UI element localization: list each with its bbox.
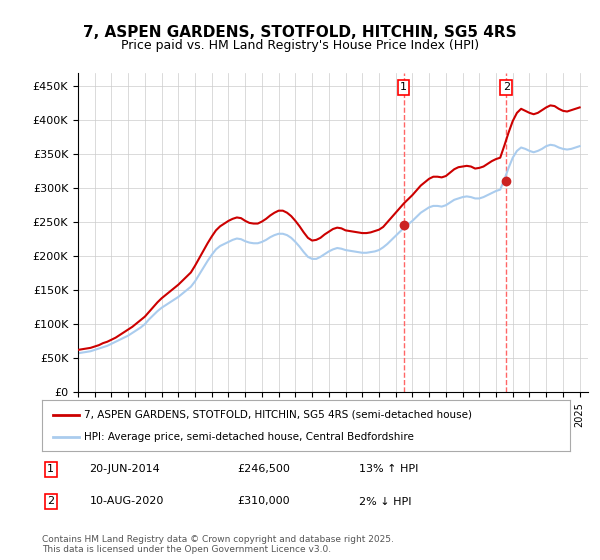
- Text: 2: 2: [503, 82, 510, 92]
- Text: 1: 1: [400, 82, 407, 92]
- Text: HPI: Average price, semi-detached house, Central Bedfordshire: HPI: Average price, semi-detached house,…: [84, 432, 414, 442]
- Text: Price paid vs. HM Land Registry's House Price Index (HPI): Price paid vs. HM Land Registry's House …: [121, 39, 479, 52]
- Text: 2: 2: [47, 497, 55, 506]
- Text: 1: 1: [47, 464, 54, 474]
- Text: £310,000: £310,000: [238, 497, 290, 506]
- Text: 7, ASPEN GARDENS, STOTFOLD, HITCHIN, SG5 4RS: 7, ASPEN GARDENS, STOTFOLD, HITCHIN, SG5…: [83, 25, 517, 40]
- Text: Contains HM Land Registry data © Crown copyright and database right 2025.
This d: Contains HM Land Registry data © Crown c…: [42, 535, 394, 554]
- Text: 2% ↓ HPI: 2% ↓ HPI: [359, 497, 412, 506]
- Text: 10-AUG-2020: 10-AUG-2020: [89, 497, 164, 506]
- Text: 20-JUN-2014: 20-JUN-2014: [89, 464, 160, 474]
- Text: 13% ↑ HPI: 13% ↑ HPI: [359, 464, 418, 474]
- Text: £246,500: £246,500: [238, 464, 290, 474]
- Text: 7, ASPEN GARDENS, STOTFOLD, HITCHIN, SG5 4RS (semi-detached house): 7, ASPEN GARDENS, STOTFOLD, HITCHIN, SG5…: [84, 409, 472, 419]
